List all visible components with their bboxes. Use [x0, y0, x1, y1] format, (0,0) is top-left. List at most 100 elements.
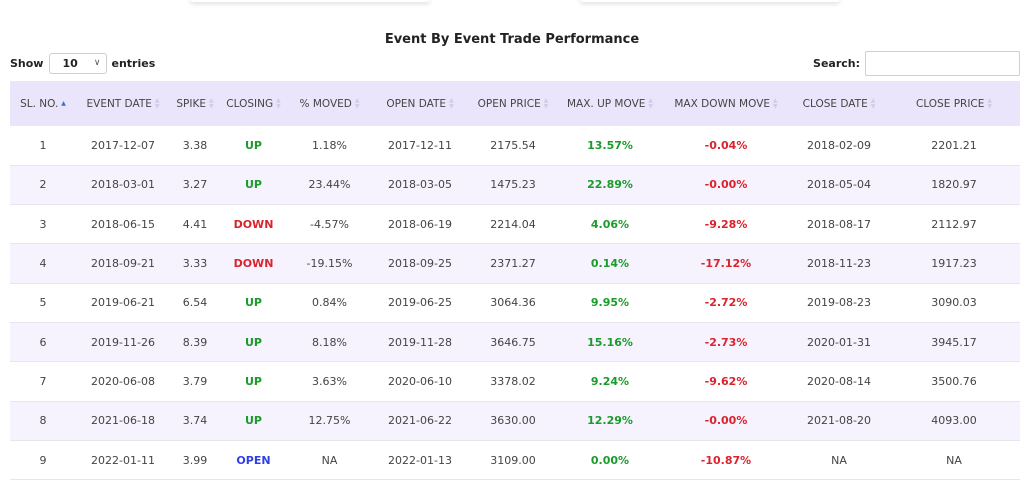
- cell-open-price: 3064.36: [490, 296, 536, 310]
- entries-label: entries: [111, 56, 156, 70]
- cell-open-date: 2019-11-28: [388, 335, 452, 349]
- cell-spike: 3.38: [182, 138, 208, 152]
- sort-icon: ▲ ▼: [209, 96, 214, 110]
- cell-percent-moved: 8.18%: [312, 335, 347, 349]
- cell-max-down-move: -9.28%: [704, 217, 748, 231]
- cell-percent-moved: 3.63%: [312, 374, 347, 388]
- cell-open-price: 2371.27: [490, 257, 536, 271]
- search-input[interactable]: [865, 51, 1020, 76]
- table-body: 1 2017-12-07 3.38 UP 1.18% 2017-12-11 2175.54 1…: [10, 126, 1020, 480]
- cell-close-price: 2112.97: [931, 217, 977, 231]
- cell-open-date: 2018-06-19: [388, 217, 452, 231]
- cell-event-date: 2022-01-11: [91, 453, 155, 467]
- sort-icon: ▲ ▼: [648, 97, 653, 110]
- cell-open-date: 2020-06-10: [388, 374, 452, 388]
- column-header-close-price[interactable]: CLOSE PRICE ▲ ▼: [888, 81, 1020, 126]
- sort-ascending-icon: ▲: [209, 96, 214, 104]
- cell-sl-no: 9: [39, 453, 47, 467]
- table-row: 3 2018-06-15 4.41 DOWN -4.57% 2018-06-19 2214.…: [10, 204, 1020, 244]
- column-header-open-date[interactable]: OPEN DATE ▲ ▼: [372, 81, 468, 126]
- cell-closing: UP: [245, 296, 262, 310]
- column-header-label: OPEN PRICE: [477, 97, 541, 110]
- cell-sl-no: 8: [39, 414, 47, 428]
- column-header-moved[interactable]: % MOVED ▲ ▼: [287, 81, 372, 126]
- table-header-row: SL. NO. ▲ EVENT DATE ▲ ▼ SPIKE ▲ ▼ CLOSING ▲ ▼% MO…: [10, 81, 1020, 126]
- column-header-label: CLOSE DATE: [802, 97, 868, 110]
- cell-open-price: 3109.00: [490, 453, 536, 467]
- cell-close-date: 2018-05-04: [807, 178, 871, 192]
- cell-close-price: NA: [946, 453, 962, 467]
- cell-max-down-move: -17.12%: [700, 257, 752, 271]
- cell-closing: UP: [245, 138, 262, 152]
- sort-icon: ▲ ▼: [354, 96, 360, 110]
- sort-descending-icon: ▼: [276, 102, 281, 110]
- cell-spike: 3.33: [182, 257, 208, 271]
- column-header-label: MAX DOWN MOVE: [674, 97, 771, 110]
- cell-max-down-move: -10.87%: [700, 453, 752, 467]
- column-header-closing[interactable]: CLOSING ▲ ▼: [220, 81, 287, 126]
- sort-ascending-icon: ▲: [354, 96, 360, 104]
- cell-sl-no: 2: [39, 178, 47, 192]
- column-header-label: CLOSE PRICE: [915, 97, 985, 110]
- sort-descending-icon: ▼: [449, 102, 454, 110]
- cell-max-up-move: 12.29%: [587, 414, 633, 428]
- cell-sl-no: 1: [39, 138, 47, 152]
- column-header-max-down-move[interactable]: MAX DOWN MOVE ▲ ▼: [662, 81, 790, 126]
- column-header-label: CLOSING: [226, 97, 274, 110]
- cell-spike: 3.99: [182, 453, 208, 467]
- cell-close-price: 3090.03: [931, 296, 977, 310]
- cell-closing: DOWN: [233, 257, 274, 271]
- cell-closing: DOWN: [233, 217, 274, 231]
- cell-max-up-move: 9.24%: [590, 374, 630, 388]
- chevron-down-icon: ∨: [93, 58, 101, 68]
- table-row: 4 2018-09-21 3.33 DOWN -19.15% 2018-09-25 2371…: [10, 243, 1020, 284]
- column-header-label: OPEN DATE: [386, 97, 447, 110]
- column-header-event-date[interactable]: EVENT DATE ▲ ▼: [76, 81, 170, 126]
- cell-max-up-move: 15.16%: [587, 335, 633, 349]
- sort-descending-icon: ▼: [870, 102, 876, 110]
- cell-event-date: 2019-06-21: [91, 296, 155, 310]
- cell-sl-no: 7: [39, 374, 47, 388]
- sort-ascending-icon: ▲: [154, 96, 160, 104]
- column-header-label: % MOVED: [299, 97, 352, 110]
- column-header-max-up-move[interactable]: MAX. UP MOVE ▲ ▼: [558, 81, 662, 126]
- cell-close-price: 3945.17: [931, 335, 977, 349]
- column-header-close-date[interactable]: CLOSE DATE ▲ ▼: [790, 81, 888, 126]
- cell-sl-no: 5: [39, 296, 47, 310]
- sort-ascending-icon: ▲: [276, 96, 281, 104]
- cell-event-date: 2018-06-15: [91, 217, 155, 231]
- search-label: Search:: [813, 57, 860, 70]
- sort-icon: ▲ ▼: [276, 96, 281, 110]
- cell-max-up-move: 0.00%: [590, 453, 630, 467]
- sort-ascending-icon: ▲: [987, 96, 993, 104]
- sort-icon: ▲ ▼: [987, 96, 993, 110]
- cell-close-date: 2018-11-23: [807, 257, 871, 271]
- sort-descending-icon: ▼: [154, 102, 160, 110]
- cell-max-down-move: -0.00%: [704, 414, 748, 428]
- cell-percent-moved: -19.15%: [306, 257, 353, 271]
- cell-close-price: 4093.00: [931, 414, 977, 428]
- cell-spike: 6.54: [182, 296, 208, 310]
- column-header-label: SPIKE: [176, 97, 206, 110]
- column-header-sl-no[interactable]: SL. NO. ▲: [10, 81, 76, 126]
- column-header-label: EVENT DATE: [86, 97, 152, 110]
- table-row: 9 2022-01-11 3.99 OPEN NA 2022-01-13 3109.00 0.…: [10, 440, 1020, 480]
- sort-descending-icon: ▼: [354, 102, 360, 110]
- cell-max-down-move: -2.73%: [704, 335, 748, 349]
- cell-spike: 3.27: [182, 178, 208, 192]
- cell-percent-moved: -4.57%: [310, 217, 349, 231]
- sort-descending-icon: ▼: [987, 102, 993, 110]
- cell-sl-no: 6: [39, 335, 47, 349]
- cell-close-date: 2020-08-14: [807, 374, 871, 388]
- cell-closing: OPEN: [236, 453, 271, 467]
- table-row: 5 2019-06-21 6.54 UP 0.84% 2019-06-25 3064.36 9…: [10, 283, 1020, 323]
- entries-select[interactable]: 10 ∨: [49, 52, 108, 74]
- column-header-open-price[interactable]: OPEN PRICE ▲ ▼: [468, 81, 558, 126]
- cell-percent-moved: 0.84%: [312, 296, 347, 310]
- column-header-spike[interactable]: SPIKE ▲ ▼: [170, 81, 220, 126]
- cell-event-date: 2018-09-21: [91, 257, 155, 271]
- search-control: Search:: [813, 51, 1020, 76]
- cell-open-date: 2018-09-25: [388, 257, 452, 271]
- column-header-label: SL. NO.: [20, 97, 59, 110]
- table-row: 2 2018-03-01 3.27 UP 23.44% 2018-03-05 1475.23…: [10, 165, 1020, 205]
